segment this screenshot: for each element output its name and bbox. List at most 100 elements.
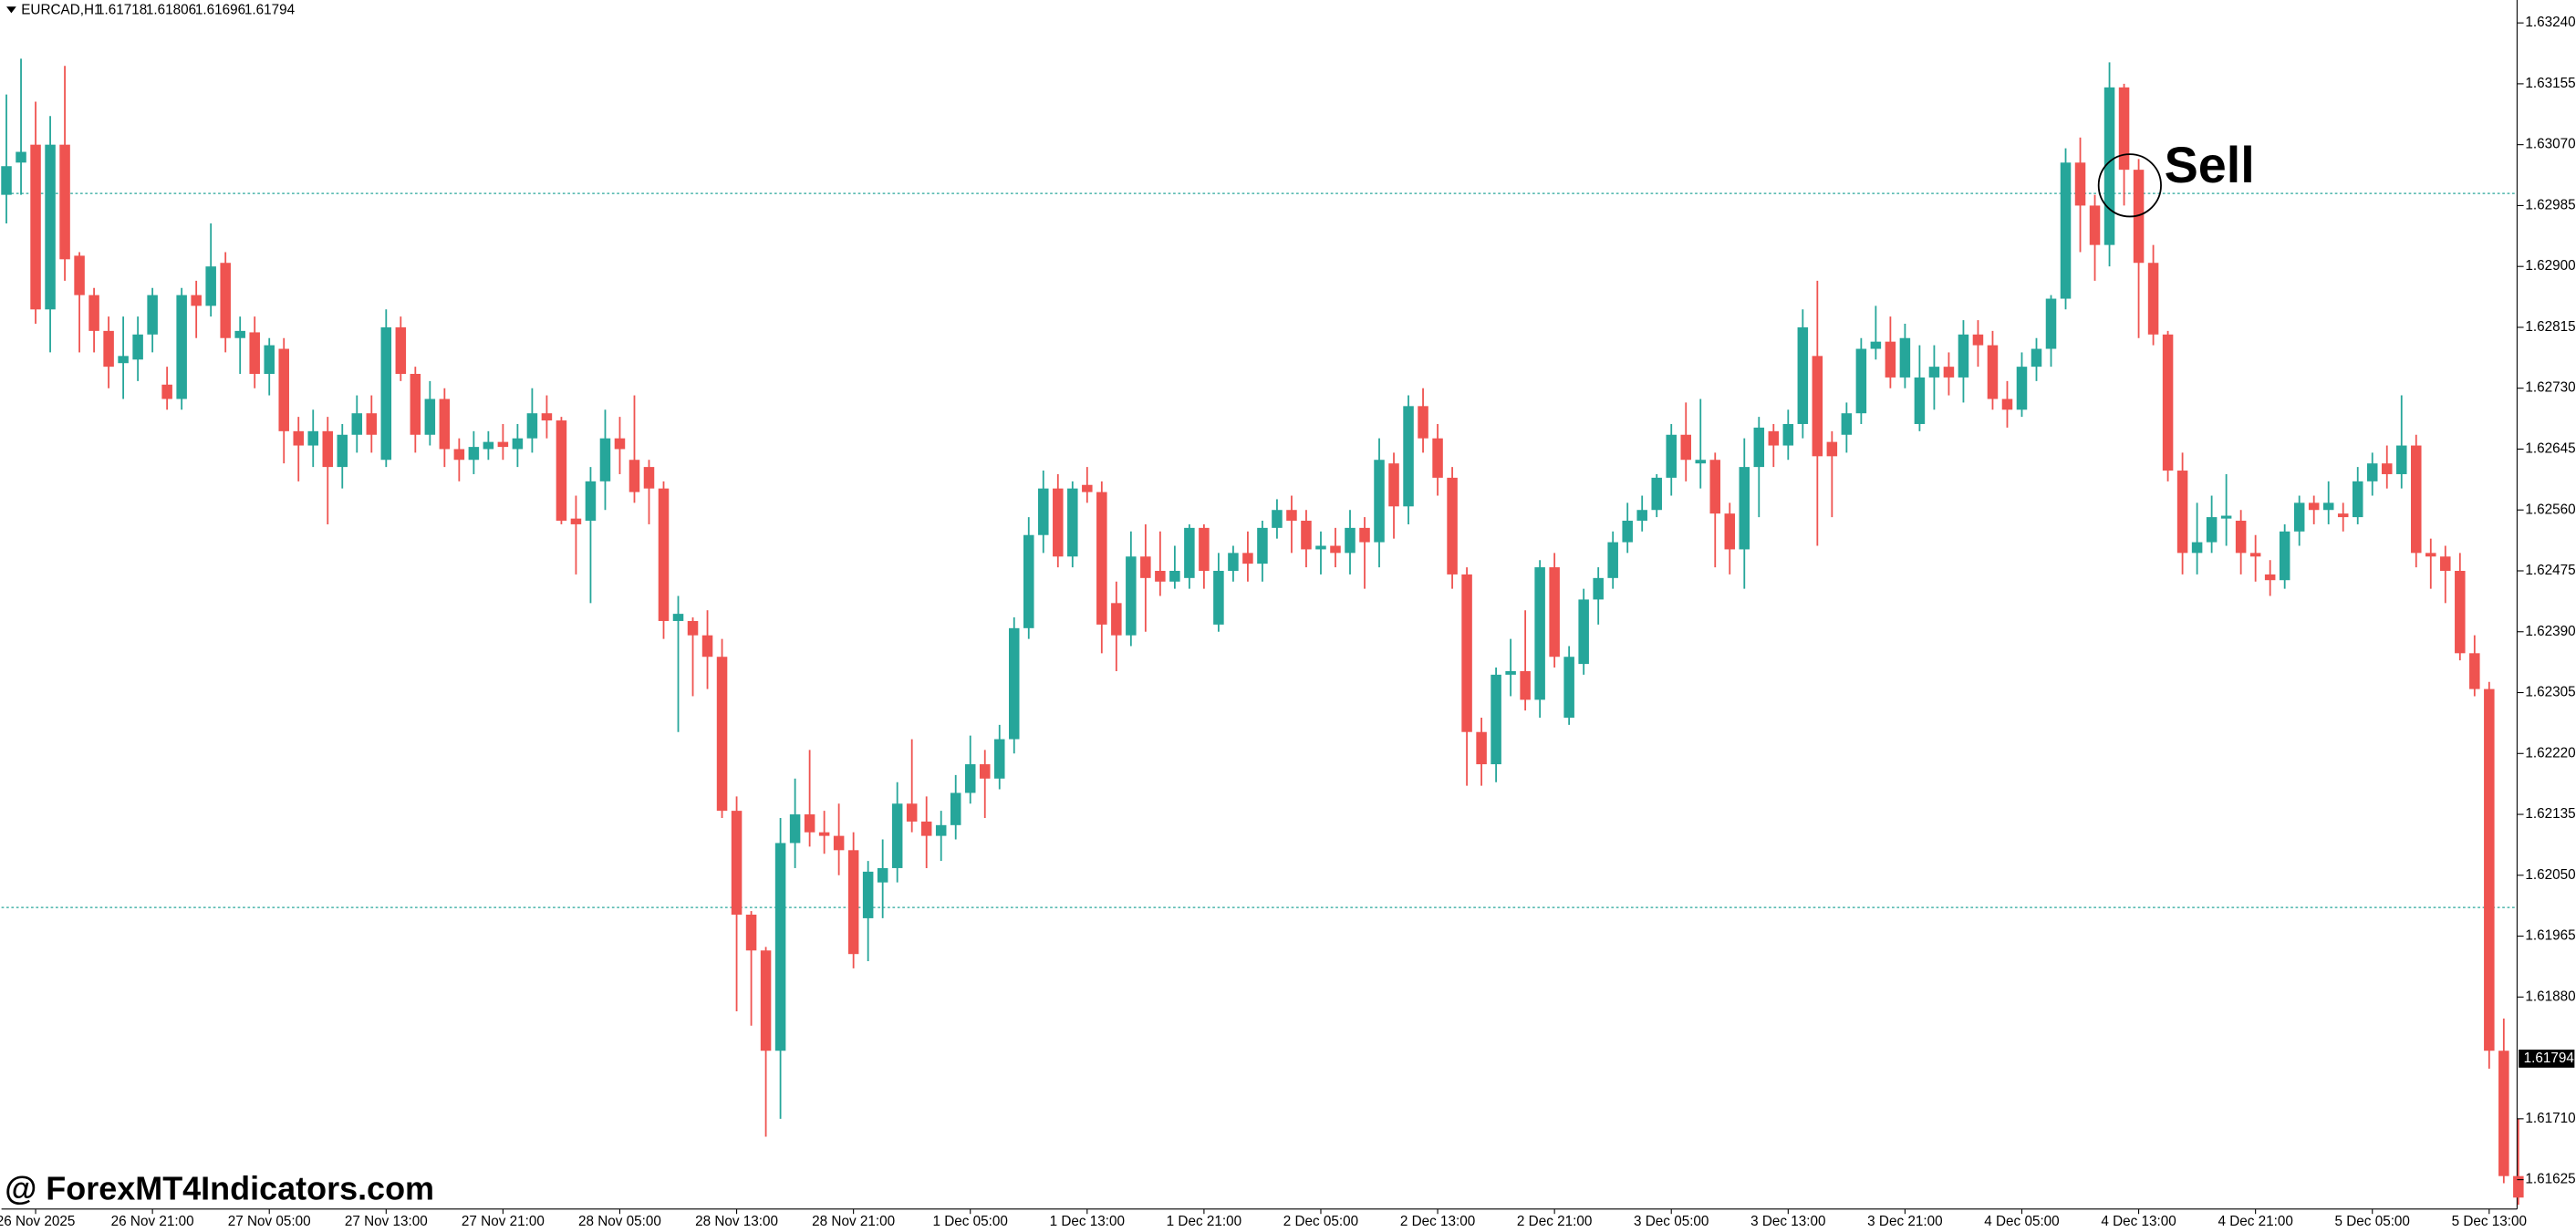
ohlc-value: 1.61794 — [244, 3, 296, 18]
candle-body — [2162, 334, 2174, 471]
candle-body — [30, 144, 41, 310]
candle-body — [2103, 87, 2115, 245]
candle-body — [205, 266, 216, 306]
candle-body — [1943, 367, 1955, 378]
candle-body — [2425, 553, 2436, 557]
x-tick-label: 2 Dec 05:00 — [1283, 1214, 1358, 1229]
candle-body — [1169, 570, 1180, 582]
candle-body — [118, 356, 129, 364]
candle-body — [1549, 567, 1560, 657]
candle-body — [1987, 345, 1999, 399]
x-tick-label: 3 Dec 21:00 — [1867, 1214, 1942, 1229]
candle-body — [497, 441, 509, 448]
candle-body — [395, 326, 407, 374]
y-tick-label: 1.63240 — [2525, 15, 2575, 30]
candle-body — [1593, 577, 1604, 600]
candle-body — [1388, 463, 1399, 507]
symbol-menu-icon[interactable] — [6, 6, 16, 14]
candle-body — [322, 430, 334, 468]
candle-body — [1111, 603, 1122, 636]
candle-body — [1695, 460, 1707, 464]
candle-body — [1841, 413, 1853, 435]
candle-body — [1899, 337, 1911, 378]
candle-body — [2498, 1051, 2509, 1176]
candle-body — [380, 326, 392, 461]
candle-body — [307, 430, 319, 446]
candle-body — [351, 413, 363, 435]
candle-body — [453, 449, 465, 461]
candle-body — [1009, 627, 1020, 740]
candle-body — [1359, 527, 1370, 543]
candle-body — [1885, 341, 1896, 378]
x-tick-label: 2 Dec 21:00 — [1517, 1214, 1592, 1229]
candle-body — [1636, 510, 1647, 522]
x-tick-label: 5 Dec 05:00 — [2335, 1214, 2410, 1229]
candle-body — [789, 814, 801, 844]
candle-body — [877, 867, 888, 883]
x-tick-label: 1 Dec 13:00 — [1050, 1214, 1125, 1229]
candle-body — [745, 915, 757, 951]
candle-body — [161, 384, 172, 399]
candle-body — [2484, 688, 2495, 1051]
candle-body — [1563, 657, 1574, 719]
candle-body — [1461, 574, 1472, 732]
candle-body — [1213, 570, 1224, 625]
candle-body — [483, 441, 494, 450]
y-tick-label: 1.61710 — [2525, 1111, 2575, 1126]
candle-body — [1505, 670, 1516, 675]
candle-body — [2293, 502, 2305, 532]
candle-body — [1403, 406, 1414, 507]
candle-body — [847, 850, 859, 955]
candle-body — [88, 295, 99, 331]
candle-body — [264, 345, 275, 374]
candle-body — [862, 871, 874, 918]
candle-body — [2118, 87, 2130, 171]
candle-body — [1038, 488, 1049, 535]
candle-body — [1534, 567, 1545, 700]
y-tick-label: 1.62560 — [2525, 502, 2575, 517]
candle-body — [234, 330, 245, 338]
candle-body — [599, 438, 611, 481]
sell-circle — [2097, 153, 2162, 218]
candle-body — [556, 420, 567, 522]
candle-body — [614, 438, 626, 450]
candle-body — [1724, 513, 1736, 550]
candle-body — [716, 657, 728, 812]
candle-body — [818, 832, 830, 836]
candle-body — [512, 438, 524, 450]
ohlc-value: 1.61806 — [146, 3, 196, 18]
candle-body — [2147, 263, 2159, 335]
candle-body — [1418, 406, 1428, 439]
candle-body — [2206, 517, 2218, 543]
candle-body — [979, 764, 991, 779]
y-tick-label: 1.62305 — [2525, 685, 2575, 700]
candle-body — [2060, 162, 2072, 299]
candle-body — [1651, 477, 1662, 511]
candle-body — [672, 614, 684, 621]
candle-body — [1578, 599, 1589, 665]
candle-body — [2381, 463, 2393, 474]
candle-body — [410, 373, 421, 435]
candle-body — [2176, 471, 2188, 554]
y-tick-label: 1.62730 — [2525, 380, 2575, 396]
candle-body — [1432, 438, 1443, 478]
candle-body — [2001, 399, 2013, 410]
y-tick-label: 1.62390 — [2525, 624, 2575, 639]
candle-body — [2220, 515, 2232, 519]
sell-annotation: Sell — [2165, 137, 2255, 193]
y-tick-label: 1.61880 — [2525, 989, 2575, 1004]
candle-body — [1826, 441, 1838, 457]
candle-body — [1855, 348, 1867, 414]
candle-body — [833, 835, 845, 851]
y-tick-label: 1.63070 — [2525, 137, 2575, 152]
candle-body — [2337, 513, 2349, 518]
candle-body — [2308, 502, 2320, 511]
candle-body — [2074, 162, 2086, 206]
candle-body — [2513, 1175, 2524, 1198]
candle-body — [1257, 527, 1268, 564]
candle-body — [701, 635, 713, 657]
ohlc-value: 1.61718 — [97, 3, 147, 18]
candle-body — [1666, 434, 1677, 478]
x-tick-label: 4 Dec 05:00 — [1984, 1214, 2059, 1229]
